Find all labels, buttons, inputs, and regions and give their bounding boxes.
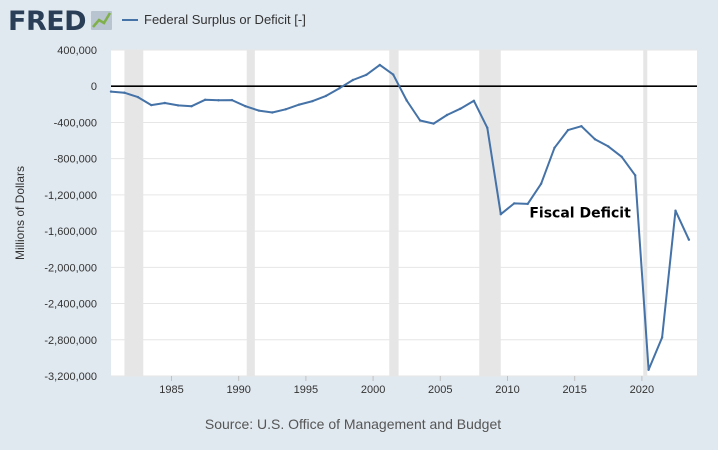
x-tick-label: 1990 — [226, 384, 250, 396]
y-tick-label: -2,000,000 — [44, 262, 97, 274]
recession-band-2 — [389, 50, 399, 376]
data-point — [674, 209, 677, 212]
x-tick-label: 1995 — [294, 384, 318, 396]
y-tick-label: -400,000 — [54, 117, 97, 129]
fred-logo[interactable]: FRED — [8, 6, 112, 37]
data-point — [324, 94, 328, 98]
data-point — [284, 108, 287, 111]
data-point — [486, 126, 489, 129]
data-point — [432, 122, 435, 125]
data-point — [378, 63, 381, 67]
y-axis-label: Millions of Dollars — [13, 166, 27, 260]
data-point — [607, 145, 610, 148]
data-point — [351, 78, 355, 82]
data-point — [499, 213, 502, 216]
data-point — [660, 336, 664, 339]
y-tick-label: -800,000 — [54, 154, 97, 166]
series-line[interactable] — [110, 63, 690, 371]
y-tick-label: 400,000 — [57, 45, 97, 57]
recession-band-0 — [124, 50, 144, 376]
data-point — [257, 109, 260, 112]
y-tick-label: -2,400,000 — [44, 299, 97, 311]
data-point — [566, 128, 570, 132]
fred-graph-icon — [91, 11, 112, 30]
data-point — [392, 73, 395, 76]
data-point — [338, 87, 341, 90]
data-point — [217, 99, 220, 102]
x-tick-label: 2020 — [630, 384, 654, 396]
data-point — [647, 368, 650, 371]
y-tick-label: -1,200,000 — [44, 190, 97, 202]
x-tick-label: 1985 — [159, 384, 183, 396]
y-axis-ticks: 400,000 0 -400,000 -800,000 -1,200,000 -1,600… — [44, 45, 97, 383]
x-axis-ticks: 1985 1990 1995 2000 2005 2010 2015 2020 — [159, 376, 654, 396]
x-tick-label: 2005 — [428, 384, 452, 396]
data-point — [123, 91, 126, 94]
y-tick-label: -3,200,000 — [44, 371, 97, 383]
legend-label: Federal Surplus or Deficit [-] — [144, 12, 306, 27]
data-point — [459, 107, 462, 110]
recession-bands — [124, 50, 648, 376]
y-tick-label: -2,800,000 — [44, 335, 97, 347]
data-point — [405, 99, 408, 102]
x-tick-label: 2015 — [562, 384, 586, 396]
data-point — [109, 90, 113, 93]
data-point — [472, 99, 476, 103]
y-tick-label: -1,600,000 — [44, 226, 97, 238]
data-point — [593, 138, 597, 141]
plot-area — [111, 50, 697, 376]
data-point — [271, 111, 274, 114]
data-point — [244, 105, 247, 108]
source-text[interactable]: Source: U.S. Office of Management and Bu… — [205, 416, 501, 432]
data-point — [163, 101, 166, 105]
data-point — [634, 174, 637, 177]
data-points — [109, 63, 691, 371]
fiscal-deficit-annotation: Fiscal Deficit — [529, 206, 631, 222]
data-point — [177, 104, 180, 107]
data-point — [580, 125, 583, 128]
fred-logo-text: FRED — [8, 6, 86, 37]
recession-band-4 — [643, 50, 648, 376]
data-point — [539, 182, 543, 185]
data-point — [150, 103, 153, 107]
data-point — [620, 155, 623, 158]
recession-band-1 — [246, 50, 255, 376]
data-point — [311, 99, 314, 103]
data-point — [298, 103, 301, 106]
data-point — [203, 98, 207, 102]
x-tick-label: 2010 — [495, 384, 519, 396]
x-tick-label: 2000 — [361, 384, 385, 396]
data-point — [445, 113, 449, 117]
data-point — [526, 202, 529, 206]
data-point — [190, 105, 193, 108]
data-point — [513, 202, 516, 205]
recession-band-3 — [479, 50, 501, 376]
data-point — [418, 119, 422, 122]
data-point — [687, 238, 691, 241]
y-tick-label: 0 — [91, 81, 97, 93]
data-point — [553, 146, 556, 149]
legend[interactable]: Federal Surplus or Deficit [-] — [122, 12, 306, 27]
data-point — [230, 98, 234, 102]
data-point — [365, 73, 368, 77]
data-point — [136, 95, 140, 99]
